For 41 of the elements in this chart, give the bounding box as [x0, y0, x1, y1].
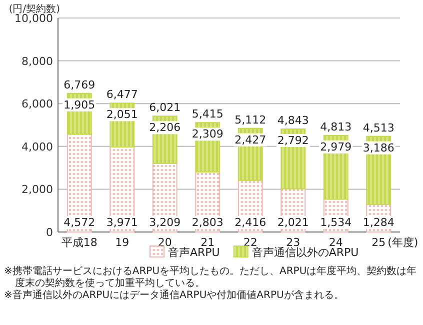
x-tick-label: 21 — [200, 236, 215, 249]
y-tick-label: 6,000 — [22, 98, 53, 111]
data-label: 2,792 — [277, 134, 309, 147]
text: ※携帯電話サービスにおけるARPUを平均したもの。ただし、ARPUは年度平均、契約数は年度末の契約数を使って加重平均している。 — [4, 266, 418, 290]
x-tick-label: 25 — [372, 236, 386, 249]
data-label: 3,209 — [149, 216, 181, 229]
legend-label: 音声通信以外のARPU — [252, 246, 359, 259]
x-axis-title: (年度) — [388, 236, 418, 249]
y-tick-label: 10,000 — [14, 12, 53, 25]
data-label: 2,979 — [320, 140, 352, 154]
data-label: 1,284 — [362, 216, 394, 229]
annotation: 6,021 — [149, 101, 181, 114]
legend-label: 音声ARPU — [168, 246, 220, 259]
x-tick-label: 平成18 — [61, 236, 98, 249]
x-tick-label: 24 — [328, 236, 343, 249]
annotation: 4,513 — [362, 121, 394, 134]
annotation: 6,477 — [106, 88, 138, 102]
data-label: 1,534 — [320, 216, 352, 229]
data-label: 2,803 — [192, 216, 224, 229]
data-label: 2,309 — [192, 128, 224, 141]
annotation: 6,769 — [64, 78, 96, 92]
y-tick-label: 0 — [46, 226, 53, 239]
data-label: 2,427 — [234, 133, 266, 146]
y-tick-label: 2,000 — [22, 183, 53, 196]
data-label: 2,051 — [106, 108, 138, 122]
text: ※音声通信以外のARPUにはデータ通信ARPUや付加価値ARPUが含まれる。 — [4, 290, 345, 302]
data-label: 3,186 — [362, 141, 394, 154]
y-axis-title: (円/契約数) — [8, 3, 60, 15]
annotation: 5,415 — [192, 108, 224, 121]
annotation: 4,843 — [277, 114, 309, 127]
data-label: 3,971 — [106, 216, 138, 229]
data-label: 1,905 — [64, 98, 96, 112]
annotation: 5,112 — [234, 113, 266, 126]
y-tick-label: 8,000 — [22, 54, 53, 68]
x-tick-label: 19 — [115, 236, 130, 249]
data-label: 2,206 — [149, 121, 181, 134]
data-label: 2,021 — [277, 216, 309, 229]
y-tick-label: 4,000 — [22, 140, 53, 154]
data-label: 4,572 — [64, 216, 96, 229]
data-label: 2,416 — [234, 216, 266, 229]
annotation: 4,813 — [320, 120, 352, 134]
